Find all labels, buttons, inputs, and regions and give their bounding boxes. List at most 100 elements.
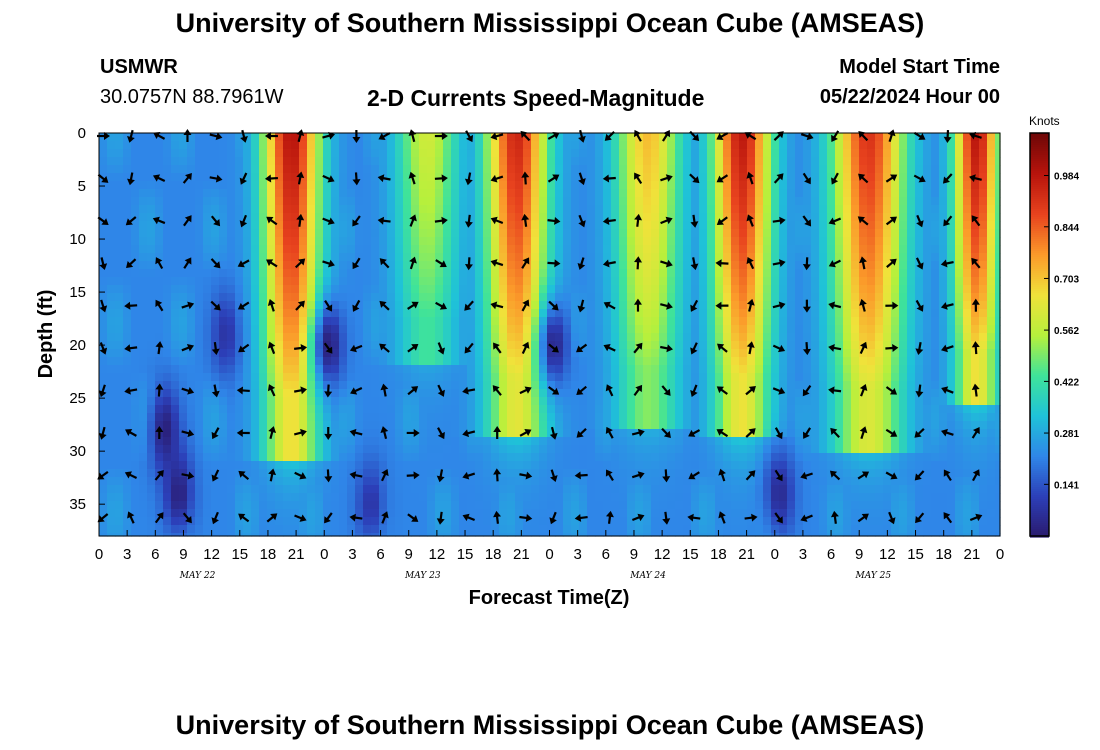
heatmap-cell — [763, 181, 772, 190]
heatmap-cell — [115, 325, 124, 334]
heatmap-cell — [611, 397, 620, 406]
heatmap-cell — [739, 333, 748, 342]
heatmap-cell — [715, 445, 724, 454]
heatmap-cell — [475, 173, 484, 182]
heatmap-cell — [835, 325, 844, 334]
heatmap-cell — [235, 381, 244, 390]
heatmap-cell — [779, 421, 788, 430]
heatmap-cell — [691, 365, 700, 374]
heatmap-cell — [787, 269, 796, 278]
heatmap-cell — [499, 261, 508, 270]
heatmap-cell — [771, 189, 780, 198]
heatmap-cell — [699, 165, 708, 174]
heatmap-cell — [795, 437, 804, 446]
heatmap-cell — [571, 477, 580, 486]
heatmap-cell — [547, 333, 556, 342]
heatmap-cell — [411, 197, 420, 206]
heatmap-cell — [515, 301, 524, 310]
heatmap-cell — [739, 357, 748, 366]
heatmap-cell — [99, 453, 108, 462]
heatmap-cell — [139, 253, 148, 262]
heatmap-cell — [395, 325, 404, 334]
heatmap-cell — [275, 189, 284, 198]
heatmap-cell — [131, 437, 140, 446]
heatmap-cell — [475, 325, 484, 334]
heatmap-cell — [483, 317, 492, 326]
heatmap-cell — [699, 493, 708, 502]
heatmap-cell — [627, 277, 636, 286]
heatmap-cell — [747, 253, 756, 262]
heatmap-cell — [235, 301, 244, 310]
heatmap-cell — [627, 413, 636, 422]
heatmap-cell — [603, 525, 612, 534]
heatmap-cell — [771, 429, 780, 438]
heatmap-cell — [667, 381, 676, 390]
heatmap-cell — [323, 525, 332, 534]
heatmap-cell — [547, 405, 556, 414]
heatmap-cell — [395, 293, 404, 302]
heatmap-cell — [443, 261, 452, 270]
heatmap-cell — [851, 413, 860, 422]
heatmap-cell — [155, 517, 164, 526]
heatmap-cell — [219, 301, 228, 310]
heatmap-cell — [483, 381, 492, 390]
heatmap-cell — [491, 317, 500, 326]
heatmap-cell — [531, 213, 540, 222]
heatmap-cell — [171, 373, 180, 382]
heatmap-cell — [259, 309, 268, 318]
heatmap-cell — [403, 493, 412, 502]
heatmap-cell — [275, 349, 284, 358]
heatmap-cell — [851, 285, 860, 294]
heatmap-cell — [643, 429, 652, 438]
heatmap-cell — [723, 213, 732, 222]
heatmap-cell — [427, 509, 436, 518]
heatmap-cell — [531, 477, 540, 486]
heatmap-cell — [867, 205, 876, 214]
heatmap-cell — [235, 189, 244, 198]
heatmap-cell — [795, 285, 804, 294]
heatmap-cell — [587, 397, 596, 406]
heatmap-cell — [331, 325, 340, 334]
heatmap-cell — [115, 469, 124, 478]
heatmap-cell — [187, 205, 196, 214]
heatmap-cell — [667, 365, 676, 374]
heatmap-cell — [827, 253, 836, 262]
heatmap-cell — [403, 221, 412, 230]
heatmap-cell — [499, 437, 508, 446]
heatmap-cell — [155, 141, 164, 150]
heatmap-cell — [835, 397, 844, 406]
heatmap-cell — [171, 149, 180, 158]
heatmap-cell — [99, 373, 108, 382]
heatmap-cell — [835, 381, 844, 390]
heatmap-cell — [275, 133, 284, 142]
heatmap-cell — [811, 349, 820, 358]
heatmap-cell — [715, 221, 724, 230]
heatmap-cell — [115, 533, 124, 537]
heatmap-cell — [131, 285, 140, 294]
heatmap-cell — [491, 253, 500, 262]
heatmap-cell — [731, 485, 740, 494]
heatmap-cell — [195, 301, 204, 310]
heatmap-cell — [155, 285, 164, 294]
heatmap-cell — [547, 469, 556, 478]
heatmap-cell — [691, 501, 700, 510]
heatmap-cell — [723, 197, 732, 206]
heatmap-cell — [579, 165, 588, 174]
heatmap-cell — [723, 269, 732, 278]
heatmap-cell — [675, 477, 684, 486]
heatmap-cell — [395, 173, 404, 182]
heatmap-cell — [515, 165, 524, 174]
heatmap-cell — [243, 141, 252, 150]
heatmap-cell — [763, 245, 772, 254]
heatmap-cell — [827, 213, 836, 222]
heatmap-cell — [227, 245, 236, 254]
heatmap-cell — [811, 357, 820, 366]
heatmap-cell — [747, 349, 756, 358]
station-coordinates: 30.0757N 88.7961W — [100, 86, 284, 108]
heatmap-cell — [395, 309, 404, 318]
heatmap-cell — [419, 277, 428, 286]
heatmap-cell — [675, 341, 684, 350]
heatmap-cell — [115, 453, 124, 462]
heatmap-cell — [579, 229, 588, 238]
heatmap-cell — [491, 533, 500, 537]
